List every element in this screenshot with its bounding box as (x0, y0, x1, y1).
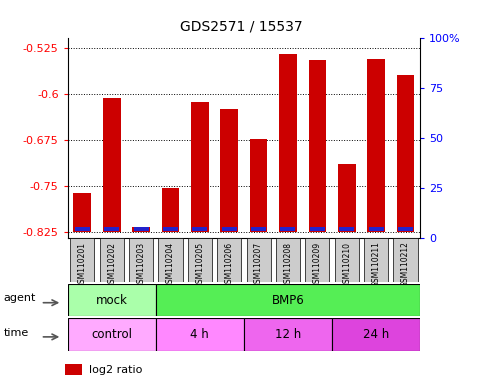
Bar (68, 318, 156, 351)
Bar (132, 227, 150, 232)
Bar (276, 238, 300, 282)
Text: agent: agent (3, 293, 36, 303)
Text: BMP6: BMP6 (271, 294, 304, 306)
Bar (99, 238, 124, 282)
Bar (156, 284, 420, 316)
Bar (332, 318, 420, 351)
Bar (369, 227, 384, 230)
Bar (244, 318, 332, 351)
Bar (156, 318, 244, 351)
Bar (191, 102, 209, 232)
Text: control: control (91, 328, 132, 341)
Bar (398, 227, 413, 230)
Text: GSM110202: GSM110202 (107, 242, 116, 288)
Text: GDS2571 / 15537: GDS2571 / 15537 (180, 20, 303, 34)
Bar (338, 164, 355, 232)
Bar (397, 75, 414, 232)
Bar (70, 238, 94, 282)
Bar (339, 227, 354, 230)
Bar (103, 98, 120, 232)
Bar (305, 238, 329, 282)
Bar (250, 139, 268, 232)
Bar (188, 238, 212, 282)
Bar (104, 227, 119, 230)
Bar (158, 238, 183, 282)
Text: GSM110207: GSM110207 (254, 242, 263, 288)
Bar (129, 238, 153, 282)
Text: GSM110212: GSM110212 (401, 242, 410, 288)
Text: time: time (3, 328, 28, 338)
Text: mock: mock (96, 294, 128, 306)
Text: GSM110210: GSM110210 (342, 242, 351, 288)
Bar (364, 238, 388, 282)
Text: GSM110211: GSM110211 (371, 242, 381, 288)
Text: 4 h: 4 h (190, 328, 209, 341)
Text: GSM110203: GSM110203 (137, 242, 145, 288)
Bar (251, 227, 266, 230)
Bar (310, 227, 325, 230)
Bar (75, 227, 90, 230)
Bar (134, 227, 149, 230)
Text: GSM110204: GSM110204 (166, 242, 175, 288)
Text: GSM110205: GSM110205 (195, 242, 204, 288)
Text: log2 ratio: log2 ratio (89, 365, 142, 375)
Text: GSM110206: GSM110206 (225, 242, 234, 288)
Bar (163, 227, 178, 230)
Bar (73, 193, 91, 232)
Bar (246, 238, 270, 282)
Text: GSM110208: GSM110208 (284, 242, 293, 288)
Bar (279, 54, 297, 232)
Bar (162, 188, 179, 232)
Bar (394, 238, 418, 282)
Bar (367, 59, 385, 232)
Bar (222, 227, 237, 230)
Bar (220, 109, 238, 232)
Bar (217, 238, 242, 282)
Text: 12 h: 12 h (275, 328, 301, 341)
Text: 24 h: 24 h (363, 328, 389, 341)
Bar (281, 227, 296, 230)
Bar (192, 227, 207, 230)
Bar (309, 60, 326, 232)
Bar (335, 238, 359, 282)
Text: GSM110209: GSM110209 (313, 242, 322, 288)
Bar (68, 284, 156, 316)
Text: GSM110201: GSM110201 (78, 242, 87, 288)
Bar (65, 364, 82, 375)
